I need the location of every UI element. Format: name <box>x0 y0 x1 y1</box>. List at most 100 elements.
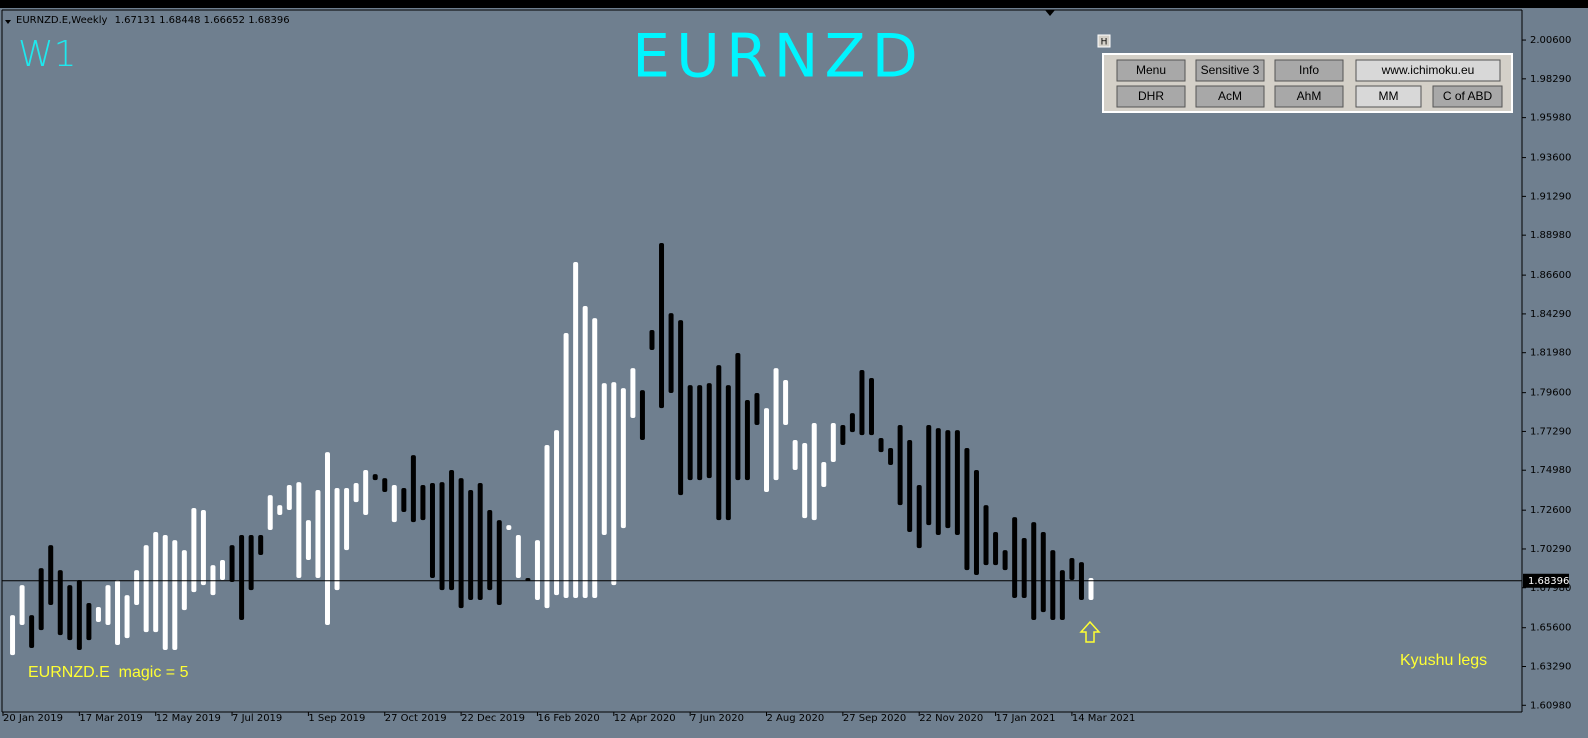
button-face[interactable] <box>1432 85 1503 108</box>
range-bar <box>973 470 979 575</box>
range-bar <box>449 470 455 591</box>
button-face[interactable] <box>1355 85 1422 108</box>
button[interactable]: DHR <box>1116 85 1186 108</box>
range-bar <box>783 380 789 426</box>
y-tick-label: 1.91290 <box>1530 191 1571 202</box>
y-tick-label: 1.88980 <box>1530 230 1571 241</box>
button-label[interactable]: C of ABD <box>1443 89 1493 103</box>
range-bar <box>601 383 607 536</box>
button-face[interactable] <box>1274 59 1344 82</box>
range-bar <box>735 353 741 481</box>
button-label[interactable]: Menu <box>1136 63 1166 77</box>
x-tick-label: 2 Aug 2020 <box>767 713 825 724</box>
range-bar <box>334 488 340 591</box>
range-bar <box>706 383 712 479</box>
menu-arrow <box>5 20 11 24</box>
button[interactable]: C of ABD <box>1432 85 1503 108</box>
button[interactable]: AhM <box>1274 85 1344 108</box>
button-face[interactable] <box>1195 59 1265 82</box>
range-bar <box>391 484 397 523</box>
range-bar <box>773 368 779 481</box>
button-label[interactable]: www.ichimoku.eu <box>1381 63 1475 77</box>
button-face[interactable] <box>1195 85 1265 108</box>
x-tick-label: 1 Sep 2019 <box>308 713 365 724</box>
range-bar <box>802 443 808 519</box>
y-tick-label: 1.93600 <box>1530 153 1571 164</box>
button-label[interactable]: MM <box>1379 89 1399 103</box>
y-tick-label: 1.84290 <box>1530 309 1571 320</box>
range-bar <box>420 484 426 521</box>
button[interactable]: MM <box>1355 85 1422 108</box>
range-bar <box>1088 578 1094 601</box>
button-label[interactable]: Sensitive 3 <box>1201 63 1260 77</box>
range-bar <box>935 428 941 536</box>
range-bar <box>267 495 273 530</box>
button[interactable]: AcM <box>1195 85 1265 108</box>
range-bar <box>830 423 836 462</box>
y-tick-label: 1.81980 <box>1530 348 1571 359</box>
symbol-header: EURNZD.E,Weekly 1.67131 1.68448 1.66652 … <box>16 15 290 26</box>
range-bar <box>19 585 25 626</box>
x-tick-label: 16 Feb 2020 <box>537 713 599 724</box>
y-tick-label: 1.70290 <box>1530 544 1571 555</box>
range-bar <box>916 484 922 549</box>
range-bar <box>697 385 703 481</box>
button[interactable]: Menu <box>1116 59 1186 82</box>
chart-title: EURNZD <box>632 22 924 92</box>
button-face[interactable] <box>1355 59 1501 82</box>
button-label[interactable]: AcM <box>1218 89 1242 103</box>
range-bar <box>525 578 531 582</box>
range-bar <box>1002 550 1008 571</box>
range-bar <box>344 488 350 551</box>
y-tick-label: 1.72600 <box>1530 505 1571 516</box>
range-bar <box>38 568 44 631</box>
range-bar <box>878 437 884 453</box>
range-bar <box>324 452 330 626</box>
y-tick-label: 1.63290 <box>1530 661 1571 672</box>
button[interactable]: Info <box>1274 59 1344 82</box>
range-bar <box>181 550 187 611</box>
range-bar <box>76 580 82 651</box>
range-bar <box>115 580 121 646</box>
range-bar <box>840 425 846 446</box>
button-label[interactable]: DHR <box>1138 89 1164 103</box>
range-bar <box>220 560 226 581</box>
panel-toggle[interactable] <box>1097 34 1111 48</box>
x-tick-label: 7 Jul 2019 <box>232 713 282 724</box>
top-strip <box>0 0 1588 8</box>
range-bar <box>534 540 540 601</box>
range-bar <box>678 320 684 496</box>
range-bar <box>468 490 474 601</box>
button-label[interactable]: AhM <box>1297 89 1322 103</box>
button-face[interactable] <box>1116 85 1186 108</box>
range-bar <box>296 482 302 579</box>
range-bar <box>153 532 159 633</box>
timeframe: W1 <box>18 34 77 75</box>
panel-toggle-icon: H <box>1101 38 1108 48</box>
button[interactable]: www.ichimoku.eu <box>1355 59 1501 82</box>
range-bar <box>401 488 407 513</box>
range-bar <box>1012 517 1018 598</box>
range-bar <box>506 525 512 530</box>
button-face[interactable] <box>1274 85 1344 108</box>
button-label[interactable]: Info <box>1299 63 1319 77</box>
range-bar <box>48 545 54 606</box>
range-bar <box>554 430 560 596</box>
symbol: EURNZD.E,Weekly <box>16 15 107 26</box>
button[interactable]: Sensitive 3 <box>1195 59 1265 82</box>
y-tick-label: 1.95980 <box>1530 113 1571 124</box>
range-bar <box>57 570 63 636</box>
range-bar <box>200 510 206 586</box>
range-bar <box>95 607 101 623</box>
range-bar <box>410 455 416 523</box>
range-bar <box>983 505 989 566</box>
range-bar <box>868 378 874 436</box>
range-bar <box>143 545 149 633</box>
button-face[interactable] <box>1116 59 1186 82</box>
range-bar <box>897 425 903 506</box>
range-bar <box>754 392 760 426</box>
magic-label: EURNZD.E magic = 5 <box>28 664 189 681</box>
range-bar <box>382 478 388 493</box>
range-bar <box>124 595 130 639</box>
